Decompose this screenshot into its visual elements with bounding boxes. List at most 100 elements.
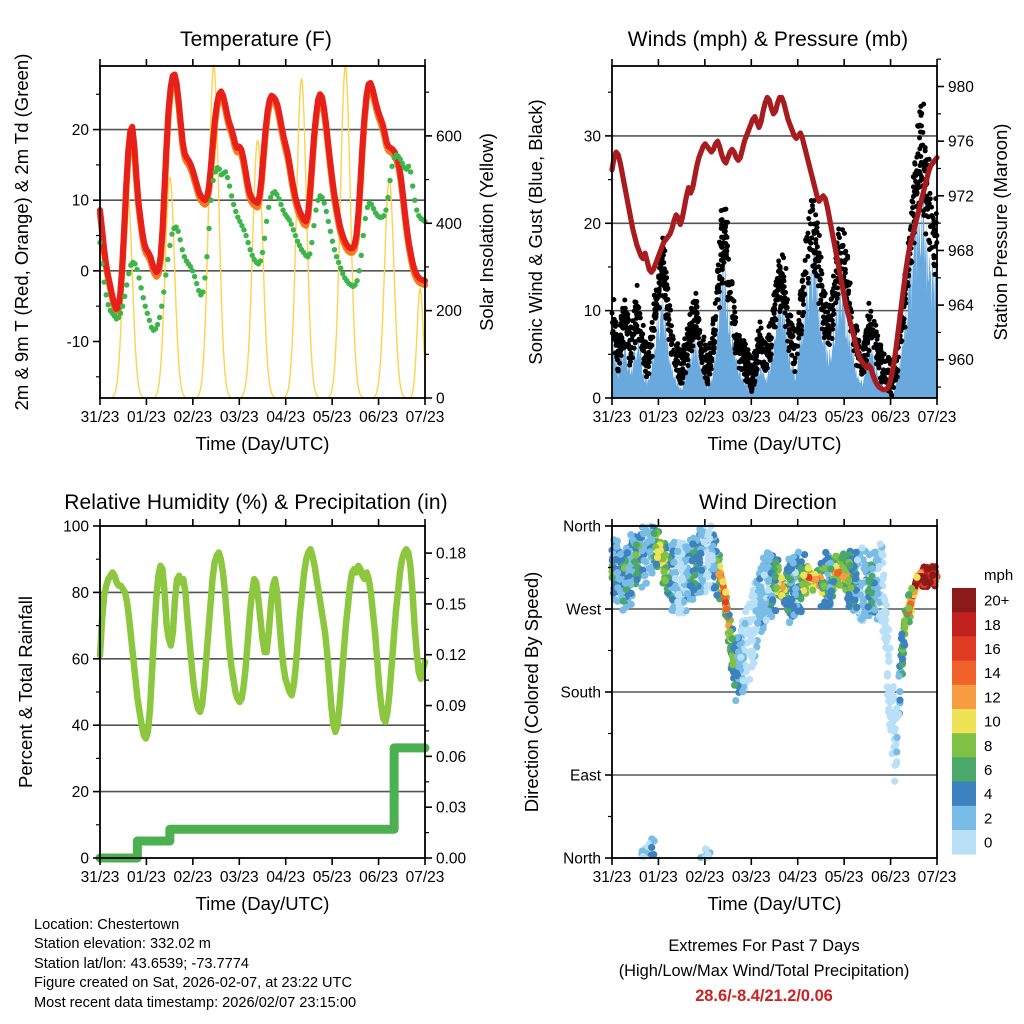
- gust-point: [663, 269, 669, 275]
- gust-point: [885, 354, 891, 360]
- gust-point: [760, 364, 766, 370]
- dewpoint-point: [257, 258, 264, 264]
- winds-pressure-chart: 0 10 20 30 960 964 968 972 976 980 31/23 01/23 02/23…: [525, 58, 1011, 454]
- wind-direction-point: [722, 605, 731, 613]
- wind-direction-point: [812, 575, 820, 583]
- wind-direction-point: [817, 603, 825, 611]
- wind-direction-point: [654, 548, 662, 556]
- gust-point: [723, 206, 729, 212]
- gust-point: [708, 363, 714, 369]
- wind-direction-point: [760, 571, 768, 579]
- x-tick-label: 01/23: [127, 409, 166, 426]
- wind-direction-point: [716, 562, 724, 570]
- wind-direction-point: [800, 550, 809, 559]
- wind-direction-point: [827, 565, 835, 573]
- wind-direction-point: [809, 586, 817, 594]
- wind-direction-point: [742, 667, 750, 676]
- gust-point: [738, 340, 744, 346]
- dewpoint-point: [383, 207, 389, 213]
- gust-point: [665, 321, 671, 327]
- dewpoint-point: [309, 239, 315, 246]
- gust-point: [717, 276, 723, 282]
- wind-direction-point: [897, 634, 905, 643]
- gust-point: [888, 390, 894, 396]
- y-axis-title: Sonic Wind & Gust (Blue, Black): [525, 99, 546, 364]
- wind-direction-point: [885, 697, 893, 705]
- gust-point: [685, 363, 691, 369]
- gust-point: [717, 305, 723, 311]
- x-tick-label: 07/23: [918, 869, 957, 886]
- wind-direction-point: [875, 562, 883, 570]
- gust-point: [931, 253, 937, 259]
- y-tick-label: 60: [72, 651, 90, 668]
- gust-point: [805, 280, 811, 286]
- gust-point: [781, 255, 787, 261]
- wind-direction-point: [800, 571, 808, 579]
- gust-point: [758, 341, 764, 347]
- dewpoint-point: [216, 166, 222, 172]
- wind-direction-point: [794, 607, 802, 615]
- gust-point: [673, 363, 679, 369]
- wind-direction-point: [849, 596, 857, 604]
- gust-point: [822, 309, 828, 315]
- dewpoint-point: [249, 252, 255, 259]
- wind-direction-point: [777, 574, 785, 582]
- gust-point: [796, 310, 802, 316]
- legend-swatch: [952, 830, 976, 855]
- dewpoint-point: [335, 259, 342, 266]
- gust-point: [688, 305, 694, 311]
- y2-tick-label: 0.12: [436, 647, 466, 664]
- gust-point: [915, 123, 921, 129]
- gust-point: [762, 367, 768, 373]
- dewpoint-point: [247, 246, 253, 253]
- wind-direction-point: [772, 558, 780, 566]
- dewpoint-point: [407, 169, 414, 175]
- gust-point: [796, 335, 802, 341]
- gust-point: [715, 262, 721, 268]
- gust-point: [807, 239, 813, 245]
- gust-point: [913, 185, 919, 191]
- dewpoint-point: [189, 268, 196, 274]
- gust-point: [816, 252, 822, 258]
- gust-point: [922, 148, 928, 154]
- wind-direction-point: [668, 541, 676, 549]
- dewpoint-point: [319, 194, 325, 201]
- wind-direction-point: [913, 573, 921, 581]
- gust-point: [829, 296, 835, 302]
- gust-point: [714, 297, 720, 303]
- gust-point: [736, 332, 742, 338]
- wind-direction-point: [785, 619, 794, 627]
- gust-point: [653, 311, 659, 317]
- wind-direction-point: [674, 609, 683, 617]
- wind-direction-point: [698, 577, 707, 585]
- y-axis-title: 2m & 9m T (Red, Orange) & 2m Td (Green): [11, 54, 32, 411]
- wind-direction-point: [633, 575, 641, 584]
- gust-point: [921, 212, 927, 218]
- gust-point: [842, 270, 848, 276]
- y2-tick-label: 0.09: [436, 698, 466, 715]
- wind-direction-point: [886, 688, 894, 696]
- gust-point: [679, 353, 685, 359]
- wind-direction-point: [882, 601, 890, 609]
- gust-point: [634, 282, 640, 288]
- wind-direction-point: [878, 550, 886, 558]
- gust-point: [658, 282, 664, 288]
- y-tick-label: 30: [584, 128, 602, 145]
- x-tick-label: 01/23: [127, 869, 166, 886]
- gust-point: [719, 234, 725, 240]
- gust-point: [785, 317, 791, 323]
- gust-point: [765, 335, 771, 341]
- wind-direction-point: [845, 576, 853, 584]
- wind-direction-point: [641, 571, 649, 580]
- gust-point: [795, 325, 801, 331]
- wind-direction-point: [900, 624, 908, 632]
- wind-direction-point: [696, 559, 704, 567]
- gust-point: [685, 330, 691, 336]
- wind-direction-point: [874, 590, 882, 598]
- gust-point: [825, 331, 831, 337]
- wind-direction-point: [786, 576, 795, 584]
- dewpoint-point: [333, 254, 340, 260]
- x-axis-title: Time (Day/UTC): [708, 433, 842, 454]
